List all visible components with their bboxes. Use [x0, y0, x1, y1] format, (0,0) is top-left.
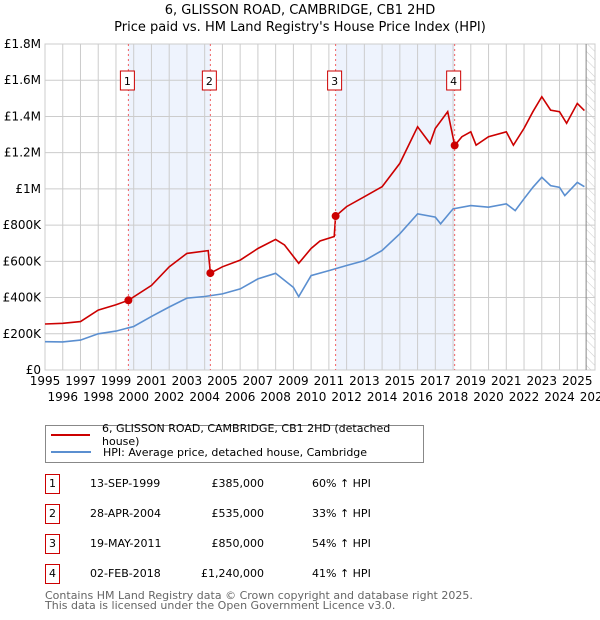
sale-point [124, 296, 133, 305]
ownership-shade [335, 44, 455, 370]
y-tick-label: £1.8M [4, 37, 41, 51]
sale-badge-number: 2 [206, 75, 213, 88]
legend-label: HPI: Average price, detached house, Camb… [103, 445, 368, 459]
x-tick-label: 1998 [83, 390, 114, 404]
x-tick-label: 2026 [580, 390, 600, 404]
sale-number: 3 [45, 534, 60, 554]
sale-date: 19-MAY-2011 [90, 537, 162, 550]
x-tick-label: 2013 [349, 374, 380, 388]
sale-row: 3 19-MAY-2011 £850,000 54% ↑ HPI [0, 534, 600, 554]
plot-area: £0 £200K £400K £600K £800K £1M £1.2M £1.4M £1.6M… [3, 37, 600, 404]
sale-badge-number: 3 [331, 75, 338, 88]
y-tick-label: £1M [15, 182, 41, 196]
series-line-property [44, 95, 585, 325]
sale-row: 2 28-APR-2004 £535,000 33% ↑ HPI [0, 504, 600, 524]
x-tick-label: 1996 [47, 390, 78, 404]
x-tick-label: 2017 [420, 374, 451, 388]
x-tick-label: 2020 [473, 390, 504, 404]
x-tick-label: 1997 [65, 374, 96, 388]
sale-price: £535,000 [211, 507, 265, 520]
y-tick-label: £200K [3, 327, 43, 341]
x-tick-label: 1999 [101, 374, 132, 388]
sale-badge [327, 70, 343, 91]
sale-badge [119, 70, 135, 91]
y-tick-label: £1.2M [4, 146, 41, 160]
x-tick-label: 2018 [438, 390, 469, 404]
x-tick-label: 2000 [118, 390, 149, 404]
series-line-hpi [44, 176, 585, 343]
y-tick-label: £800K [3, 218, 43, 232]
legend-swatch-blue [51, 451, 91, 453]
x-tick-label: 2019 [456, 374, 487, 388]
sale-hpi-change: 33% ↑ HPI [312, 507, 371, 520]
plot-border [44, 43, 596, 371]
x-tick-label: 2004 [189, 390, 220, 404]
x-tick-label: 2011 [314, 374, 345, 388]
sale-badge [201, 70, 217, 91]
chart-title: 6, GLISSON ROAD, CAMBRIDGE, CB1 2HD [164, 3, 436, 18]
x-tick-label: 2002 [154, 390, 185, 404]
sale-date: 13-SEP-1999 [90, 477, 161, 490]
y-tick-label: £600K [3, 254, 43, 268]
sale-row: 1 13-SEP-1999 £385,000 60% ↑ HPI [0, 474, 600, 494]
sale-hpi-change: 60% ↑ HPI [312, 477, 371, 490]
chart-subtitle: Price paid vs. HM Land Registry's House … [114, 20, 486, 35]
x-tick-label: 2005 [207, 374, 238, 388]
x-tick-label: 2023 [527, 374, 558, 388]
footer-licence: This data is licensed under the Open Gov… [45, 599, 396, 612]
x-tick-label: 2009 [278, 374, 309, 388]
sale-price: £850,000 [211, 537, 265, 550]
legend-label: 6, GLISSON ROAD, CAMBRIDGE, CB1 2HD (det… [102, 422, 391, 448]
sale-date: 02-FEB-2018 [90, 567, 161, 580]
x-tick-label: 2021 [491, 374, 522, 388]
sale-point [450, 141, 459, 150]
sale-badge-number: 4 [450, 75, 457, 88]
x-tick-label: 2001 [136, 374, 167, 388]
legend-item-hpi: HPI: Average price, detached house, Camb… [46, 444, 367, 460]
x-tick-label: 2016 [402, 390, 433, 404]
legend-item-property: 6, GLISSON ROAD, CAMBRIDGE, CB1 2HD (det… [46, 422, 423, 448]
y-tick-label: £1.4M [4, 109, 41, 123]
y-tick-label: £1.6M [4, 73, 41, 87]
sale-badge-number: 1 [124, 75, 131, 88]
x-tick-label: 2008 [260, 390, 291, 404]
x-tick-label: 2022 [509, 390, 540, 404]
y-tick-label: £0 [26, 363, 41, 377]
sale-badge [446, 70, 462, 91]
y-tick-label: £400K [3, 291, 43, 305]
x-tick-label: 2010 [296, 390, 327, 404]
sale-number: 4 [45, 564, 60, 584]
sale-number: 2 [45, 504, 60, 524]
x-tick-label: 2012 [331, 390, 362, 404]
x-tick-label: 2003 [172, 374, 203, 388]
sale-point [206, 269, 215, 278]
x-tick-label: 2024 [544, 390, 575, 404]
x-tick-label: 2006 [225, 390, 256, 404]
sale-price: £385,000 [211, 477, 265, 490]
legend: 6, GLISSON ROAD, CAMBRIDGE, CB1 2HD (det… [45, 422, 424, 463]
footer-copyright: Contains HM Land Registry data © Crown c… [45, 589, 473, 602]
sale-hpi-change: 41% ↑ HPI [312, 567, 371, 580]
sale-number: 1 [45, 474, 60, 494]
sale-row: 4 02-FEB-2018 £1,240,000 41% ↑ HPI [0, 564, 600, 584]
legend-swatch-red [51, 434, 90, 436]
x-tick-label: 2007 [243, 374, 274, 388]
sale-price: £1,240,000 [201, 567, 264, 580]
sale-hpi-change: 54% ↑ HPI [312, 537, 371, 550]
x-tick-label: 1995 [30, 374, 61, 388]
x-tick-label: 2014 [367, 390, 398, 404]
sale-date: 28-APR-2004 [90, 507, 162, 520]
sale-point [331, 212, 340, 221]
x-tick-label: 2025 [562, 374, 593, 388]
forecast-hatch [586, 44, 595, 370]
x-tick-label: 2015 [385, 374, 416, 388]
